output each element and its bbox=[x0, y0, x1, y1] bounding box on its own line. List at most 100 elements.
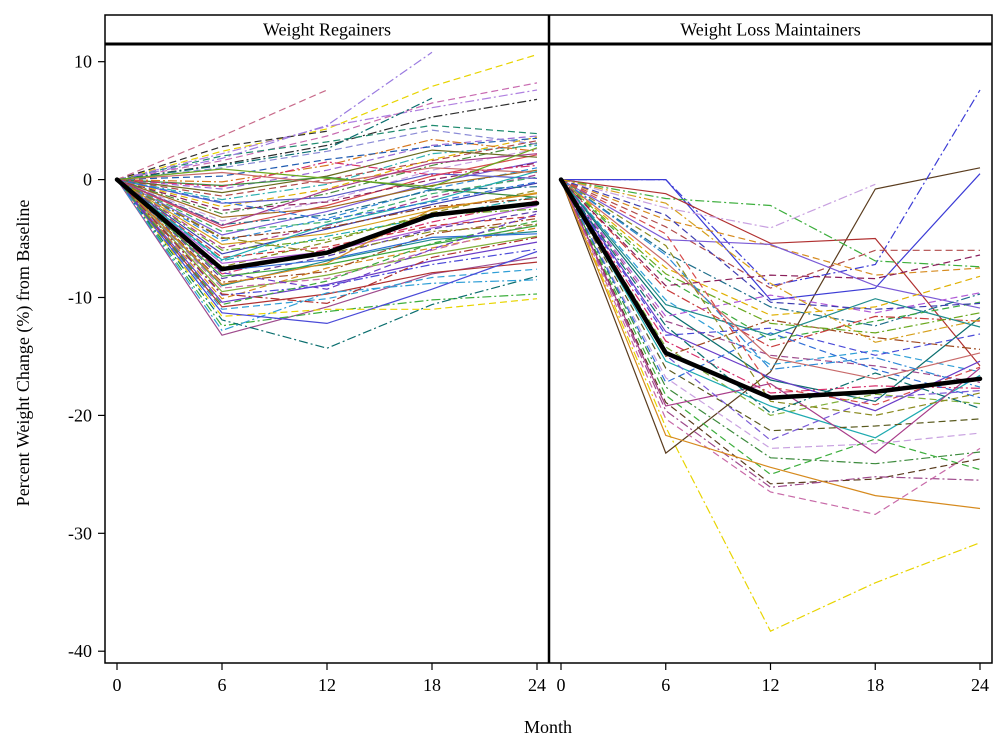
series-line-6 bbox=[560, 179, 876, 229]
series-line-42 bbox=[116, 138, 538, 183]
y-tick-label: -20 bbox=[68, 405, 92, 425]
series-line-55 bbox=[116, 179, 538, 332]
series-line-27 bbox=[116, 161, 538, 236]
series-line-57 bbox=[116, 179, 538, 306]
series-line-33 bbox=[116, 142, 538, 215]
x-axis-label: Month bbox=[524, 717, 572, 737]
series-line-23 bbox=[116, 174, 538, 249]
series-line-43 bbox=[116, 137, 538, 181]
series-line-26 bbox=[560, 179, 981, 488]
x-tick-label: 24 bbox=[971, 675, 989, 695]
series-line-5 bbox=[116, 179, 538, 308]
series-line-39 bbox=[116, 149, 538, 194]
x-tick-label: 18 bbox=[423, 675, 441, 695]
series-line-15 bbox=[560, 179, 981, 402]
series-line-37 bbox=[560, 179, 981, 388]
series-line-9 bbox=[116, 179, 538, 293]
series-line-61 bbox=[116, 170, 538, 261]
series-line-36 bbox=[560, 179, 981, 380]
series-line-15 bbox=[116, 179, 538, 275]
series-line-34 bbox=[560, 179, 981, 287]
mean-line bbox=[558, 177, 983, 400]
series-line-51 bbox=[116, 130, 328, 181]
panel-title: Weight Loss Maintainers bbox=[680, 20, 861, 40]
series-line-42 bbox=[560, 179, 981, 454]
series-line-6 bbox=[116, 179, 538, 303]
series-line-1 bbox=[560, 167, 981, 455]
y-axis: 10 0 -10 -20 -30 -40 bbox=[68, 52, 105, 661]
series-line-31 bbox=[116, 148, 538, 222]
y-tick-label: -10 bbox=[68, 287, 92, 307]
series-line-63 bbox=[116, 153, 538, 227]
series-line-40 bbox=[560, 179, 981, 310]
series-line-41 bbox=[560, 179, 981, 343]
series-line-12 bbox=[560, 179, 981, 341]
series-line-44 bbox=[560, 179, 981, 414]
panel-title: Weight Regainers bbox=[263, 20, 391, 40]
series-line-26 bbox=[116, 179, 538, 240]
series-line-45 bbox=[116, 129, 538, 181]
series-line-25 bbox=[560, 179, 981, 485]
series-line-28 bbox=[116, 176, 538, 233]
panel-header bbox=[105, 15, 549, 44]
series-line-28 bbox=[560, 179, 981, 510]
series-line-4 bbox=[116, 179, 538, 310]
x-tick-label: 0 bbox=[557, 675, 566, 695]
y-axis-label: Percent Weight Change (%) from Baseline bbox=[13, 200, 34, 507]
series-line-46 bbox=[116, 98, 538, 181]
series-line-17 bbox=[560, 179, 981, 412]
series-line-21 bbox=[116, 179, 538, 255]
series-line-38 bbox=[116, 140, 538, 197]
series-line-32 bbox=[560, 179, 981, 318]
series-line-9 bbox=[560, 179, 981, 309]
series-line-33 bbox=[560, 179, 981, 336]
x-tick-label: 0 bbox=[113, 675, 122, 695]
x-tick-label: 6 bbox=[218, 675, 227, 695]
series-line-5 bbox=[560, 179, 981, 268]
series-line-41 bbox=[116, 176, 538, 198]
series-line-1 bbox=[116, 179, 538, 327]
y-tick-label: 0 bbox=[83, 170, 92, 190]
series-line-10 bbox=[116, 179, 538, 289]
series-line-19 bbox=[560, 179, 981, 417]
series-line-49 bbox=[116, 54, 538, 181]
series-line-13 bbox=[560, 179, 981, 348]
series-line-23 bbox=[560, 179, 981, 465]
series-line-12 bbox=[116, 179, 538, 283]
series-line-14 bbox=[116, 179, 538, 277]
series-line-31 bbox=[560, 179, 981, 356]
series-line-38 bbox=[560, 179, 981, 417]
series-line-50 bbox=[116, 89, 538, 181]
x-tick-label: 12 bbox=[318, 675, 336, 695]
series-line-39 bbox=[560, 179, 981, 406]
x-tick-label: 24 bbox=[528, 675, 546, 695]
series-line-65 bbox=[116, 161, 538, 188]
series-line-4 bbox=[560, 179, 981, 367]
series-line-37 bbox=[116, 144, 538, 201]
series-line-3 bbox=[561, 89, 981, 287]
x-tick-label: 12 bbox=[762, 675, 780, 695]
x-tick-label: 18 bbox=[866, 675, 884, 695]
series-line-29 bbox=[560, 179, 981, 399]
series-line-30 bbox=[116, 179, 538, 226]
series-line-8 bbox=[560, 179, 980, 289]
series-line-14 bbox=[560, 179, 981, 373]
x-tick-label: 6 bbox=[661, 675, 670, 695]
series-line-7 bbox=[560, 179, 981, 276]
series-line-48 bbox=[116, 124, 538, 181]
chart-panels: 0 6 12 18 24 Weight Regainers 0 6 12 18 24 Weight L… bbox=[104, 14, 993, 695]
series-line-20 bbox=[116, 179, 538, 259]
series-line-20 bbox=[560, 179, 981, 439]
series-line-11 bbox=[560, 179, 981, 316]
y-tick-label: -30 bbox=[68, 523, 92, 543]
series-line-47 bbox=[116, 82, 538, 181]
series-line-16 bbox=[560, 179, 981, 383]
series-line-36 bbox=[116, 173, 538, 204]
series-line-32 bbox=[116, 169, 538, 218]
series-line-40 bbox=[116, 135, 538, 190]
series-line-0 bbox=[116, 179, 538, 336]
series-line-44 bbox=[116, 167, 538, 184]
panel-0: 0 6 12 18 24 Weight Regainers bbox=[105, 15, 549, 695]
series-line-54 bbox=[116, 97, 433, 181]
